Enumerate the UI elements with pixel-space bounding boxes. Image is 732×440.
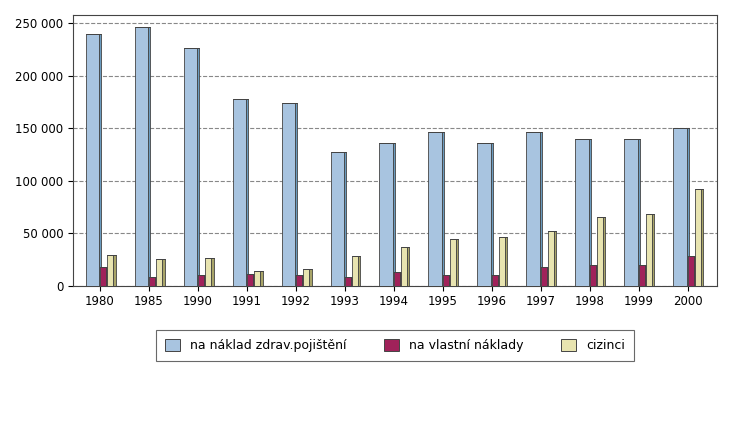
Polygon shape (407, 247, 409, 286)
Polygon shape (687, 128, 689, 286)
Bar (135, 26, 148, 286)
Bar (541, 267, 548, 286)
Bar (282, 103, 295, 286)
Polygon shape (309, 269, 312, 286)
Bar (254, 271, 260, 286)
Polygon shape (204, 275, 207, 286)
Polygon shape (554, 231, 556, 286)
Polygon shape (162, 260, 165, 286)
Bar (100, 267, 106, 286)
Bar (331, 152, 344, 286)
Bar (149, 277, 155, 286)
Bar (184, 48, 197, 286)
Bar (590, 264, 597, 286)
Bar (597, 217, 603, 286)
Bar (443, 275, 449, 286)
Polygon shape (441, 132, 444, 286)
Polygon shape (197, 48, 199, 286)
Polygon shape (211, 258, 214, 286)
Bar (673, 128, 687, 286)
Polygon shape (589, 139, 591, 286)
Bar (450, 239, 456, 286)
Bar (205, 258, 211, 286)
Bar (233, 99, 246, 286)
Polygon shape (302, 275, 305, 286)
Bar (639, 264, 646, 286)
Bar (575, 139, 589, 286)
Polygon shape (539, 132, 542, 286)
Polygon shape (253, 274, 256, 286)
Polygon shape (295, 103, 297, 286)
Bar (303, 269, 309, 286)
Polygon shape (148, 26, 150, 286)
Polygon shape (490, 143, 493, 286)
Bar (428, 132, 441, 286)
Polygon shape (260, 271, 263, 286)
Polygon shape (344, 152, 346, 286)
Polygon shape (548, 267, 550, 286)
Bar (548, 231, 554, 286)
Bar (156, 260, 162, 286)
Polygon shape (393, 143, 395, 286)
Polygon shape (400, 272, 403, 286)
Polygon shape (603, 217, 605, 286)
Bar (401, 247, 407, 286)
Polygon shape (106, 267, 109, 286)
Bar (107, 255, 113, 286)
Polygon shape (99, 34, 101, 286)
Bar (86, 34, 99, 286)
Polygon shape (694, 256, 697, 286)
Bar (352, 256, 358, 286)
Bar (395, 272, 400, 286)
Bar (379, 143, 393, 286)
Polygon shape (646, 264, 648, 286)
Bar (624, 139, 638, 286)
Polygon shape (638, 139, 640, 286)
Polygon shape (505, 237, 507, 286)
Polygon shape (597, 264, 599, 286)
Bar (498, 237, 505, 286)
Bar (492, 275, 498, 286)
Bar (198, 275, 204, 286)
Bar (695, 189, 701, 286)
Polygon shape (351, 277, 354, 286)
Bar (477, 143, 490, 286)
Polygon shape (449, 275, 452, 286)
Polygon shape (498, 275, 501, 286)
Polygon shape (456, 239, 458, 286)
Legend: na náklad zdrav.pojištění, na vlastní náklady, cizinci: na náklad zdrav.pojištění, na vlastní ná… (156, 330, 634, 360)
Bar (346, 277, 351, 286)
Bar (526, 132, 539, 286)
Bar (688, 256, 694, 286)
Polygon shape (652, 214, 654, 286)
Polygon shape (113, 255, 116, 286)
Polygon shape (246, 99, 248, 286)
Bar (247, 274, 253, 286)
Polygon shape (358, 256, 360, 286)
Bar (646, 214, 652, 286)
Bar (296, 275, 302, 286)
Polygon shape (155, 277, 158, 286)
Polygon shape (701, 189, 703, 286)
